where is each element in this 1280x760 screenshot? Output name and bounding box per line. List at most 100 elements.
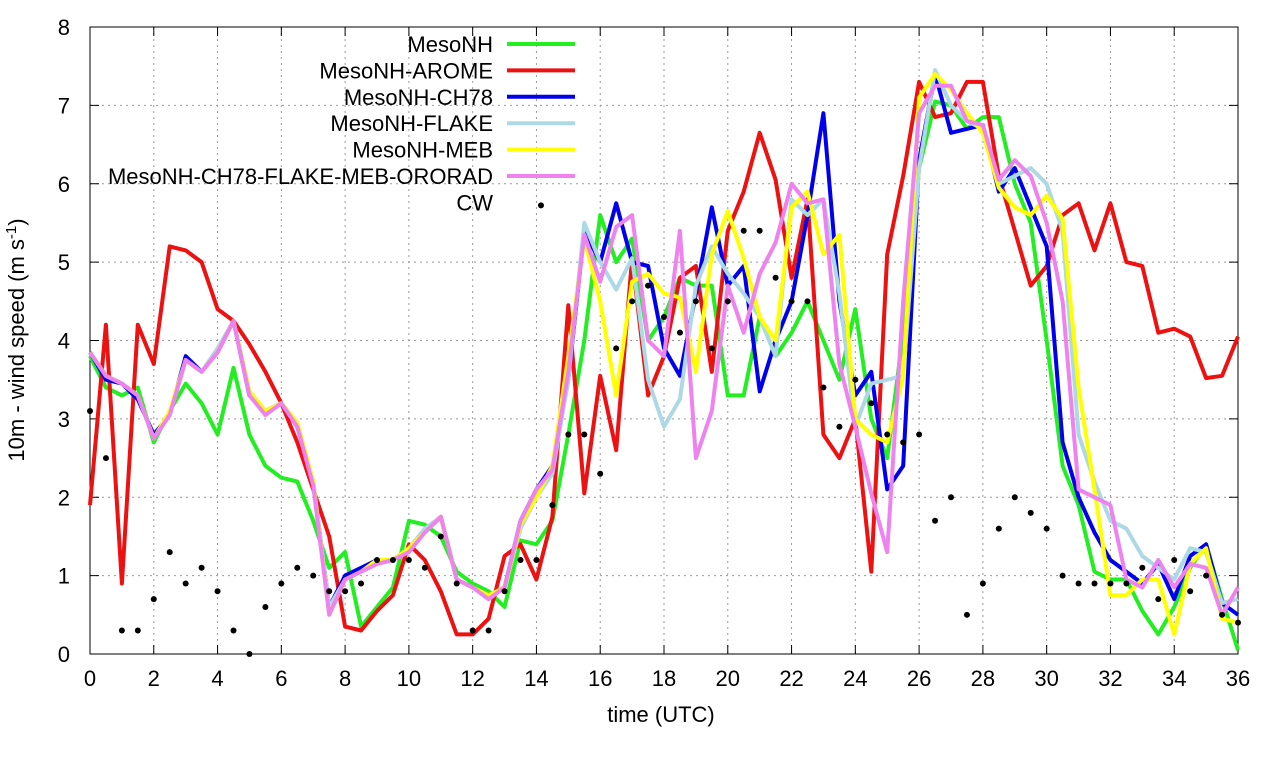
- x-tick-label: 18: [652, 666, 676, 691]
- data-point: [995, 525, 1002, 532]
- data-point: [437, 533, 444, 540]
- y-tick-label: 3: [58, 407, 70, 432]
- data-point: [1123, 580, 1130, 587]
- data-point: [374, 556, 380, 563]
- y-tick-label: 2: [58, 485, 70, 510]
- legend-label: CW: [456, 190, 493, 215]
- data-point: [389, 556, 396, 563]
- data-point: [1139, 564, 1146, 571]
- data-point: [1043, 525, 1050, 532]
- data-point: [134, 627, 141, 634]
- data-point: [788, 298, 795, 305]
- data-point: [1155, 596, 1162, 603]
- data-point: [549, 502, 556, 509]
- x-tick-label: 24: [843, 666, 867, 691]
- x-tick-label: 20: [716, 666, 740, 691]
- data-point: [1011, 494, 1018, 501]
- data-point: [692, 298, 699, 305]
- data-point: [724, 298, 731, 305]
- data-point: [310, 572, 317, 579]
- data-point: [884, 431, 891, 438]
- data-point: [342, 588, 349, 595]
- y-axis-label: 10m - wind speed (m s-1): [3, 218, 29, 461]
- data-point: [166, 549, 173, 556]
- data-point: [613, 345, 620, 352]
- data-point: [246, 651, 253, 657]
- x-tick-label: 30: [1034, 666, 1058, 691]
- data-point: [469, 627, 476, 634]
- data-point: [230, 627, 237, 634]
- data-point: [1059, 572, 1066, 579]
- data-point: [294, 564, 301, 571]
- data-point: [501, 588, 508, 595]
- data-point: [421, 564, 428, 571]
- data-point: [1091, 580, 1098, 587]
- legend-label: MesoNH-MEB: [352, 138, 493, 163]
- data-point: [485, 627, 492, 634]
- data-point: [87, 408, 93, 415]
- y-label-text: 10m - wind speed (m s: [4, 239, 29, 462]
- data-point: [1203, 572, 1210, 579]
- data-point: [1219, 611, 1226, 618]
- x-tick-label: 10: [397, 666, 421, 691]
- y-tick-label: 1: [58, 564, 70, 589]
- data-point: [597, 470, 604, 477]
- y-label-sup: -1: [3, 226, 20, 239]
- data-point: [1027, 509, 1034, 516]
- x-tick-label: 6: [275, 666, 287, 691]
- data-point: [932, 517, 939, 524]
- x-tick-label: 0: [84, 666, 96, 691]
- data-point: [804, 298, 811, 305]
- data-point: [1171, 556, 1178, 563]
- data-point: [453, 580, 460, 587]
- series-line: [88, 83, 1240, 617]
- y-tick-label: 4: [58, 329, 70, 354]
- data-point: [262, 603, 269, 610]
- data-point: [1107, 580, 1114, 587]
- y-tick-label: 6: [58, 172, 70, 197]
- data-point: [900, 439, 907, 446]
- data-point: [868, 400, 875, 407]
- data-point: [198, 564, 205, 571]
- data-point: [948, 494, 954, 501]
- data-point: [565, 431, 572, 438]
- data-point: [214, 588, 221, 595]
- x-tick-label: 32: [1098, 666, 1122, 691]
- data-point: [533, 556, 540, 563]
- data-point: [1187, 588, 1194, 595]
- data-point: [1235, 619, 1241, 626]
- y-tick-label: 0: [58, 642, 70, 667]
- data-point: [358, 580, 365, 587]
- data-point: [740, 227, 747, 234]
- data-point: [963, 611, 970, 618]
- data-point: [581, 431, 588, 438]
- x-tick-label: 16: [588, 666, 612, 691]
- y-label-suffix: ): [4, 218, 29, 225]
- data-point: [278, 580, 285, 587]
- x-tick-label: 22: [779, 666, 803, 691]
- x-tick-label: 28: [971, 666, 995, 691]
- x-tick-label: 12: [460, 666, 484, 691]
- data-point: [836, 423, 843, 430]
- data-point: [708, 345, 715, 352]
- x-tick-label: 4: [211, 666, 223, 691]
- legend-label: MesoNH-CH78: [344, 85, 493, 110]
- y-tick-label: 8: [58, 15, 70, 40]
- data-point: [326, 588, 333, 595]
- legend-label: MesoNH-AROME: [319, 58, 493, 83]
- data-point: [756, 227, 763, 234]
- data-point: [405, 556, 412, 563]
- x-tick-label: 2: [148, 666, 160, 691]
- data-point: [645, 282, 652, 289]
- data-point: [676, 329, 683, 336]
- data-point: [150, 596, 157, 603]
- x-tick-label: 8: [339, 666, 351, 691]
- x-tick-label: 14: [524, 666, 548, 691]
- y-tick-label: 7: [58, 93, 70, 118]
- legend-key: [538, 202, 544, 209]
- data-point: [118, 627, 125, 634]
- data-point: [517, 556, 524, 563]
- data-point: [661, 313, 667, 320]
